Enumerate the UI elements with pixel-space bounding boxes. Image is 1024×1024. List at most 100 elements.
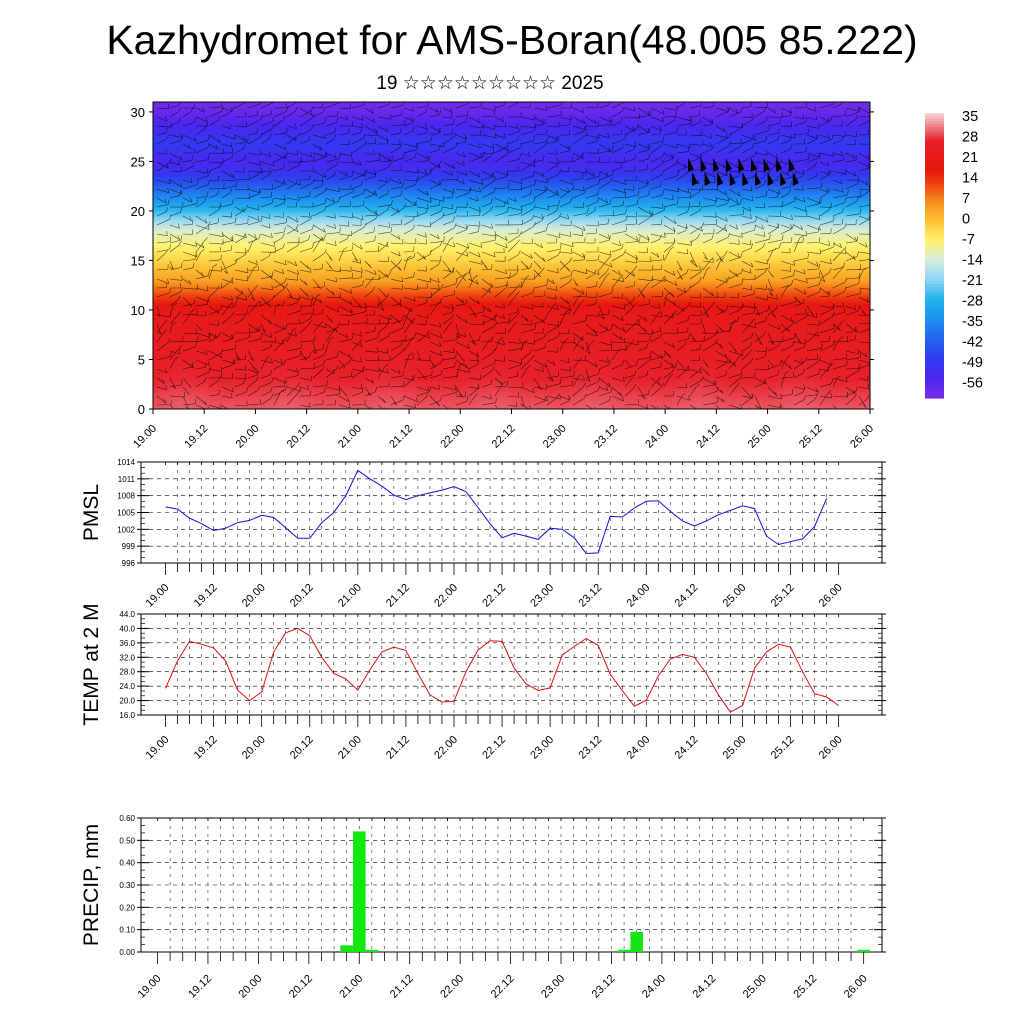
x-tick-label: 21.12: [384, 734, 412, 762]
colorbar-segment: [925, 341, 944, 345]
colorbar-segment: [925, 147, 944, 151]
colorbar-segment: [925, 363, 944, 368]
colorbar-segment: [925, 264, 944, 268]
y-tick-label: 0.10: [119, 926, 135, 935]
colorbar-segment: [925, 312, 944, 316]
x-tick-label: 26.00: [842, 973, 870, 1001]
y-axis-title: PRECIP, mm: [80, 824, 103, 946]
colorbar-segment: [925, 238, 944, 242]
wind-flag: [788, 158, 795, 172]
colorbar-segment: [925, 392, 944, 396]
chart-title: Kazhydromet for AMS-Boran(48.005 85.222): [106, 17, 918, 63]
x-tick-label: 26.00: [817, 734, 845, 762]
x-tick-label: 20.00: [240, 734, 268, 762]
x-tick-label: 22.00: [438, 423, 466, 451]
colorbar-segment: [925, 298, 944, 302]
wind-flag: [755, 172, 761, 186]
colorbar-segment: [925, 138, 944, 143]
colorbar-segment: [925, 232, 944, 237]
x-tick-label: 20.00: [234, 423, 262, 451]
colorbar-label: -35: [962, 314, 983, 330]
x-tick-label: 23.12: [576, 582, 604, 610]
y-tick-label: 20.0: [119, 697, 135, 706]
colorbar-segment: [925, 375, 944, 379]
colorbar-segment: [925, 278, 944, 282]
x-tick-label: 25.12: [769, 734, 797, 762]
colorbar-segment: [925, 113, 944, 117]
wind-flag: [751, 158, 757, 172]
temperature-colorbar: 35 28 21 14 7 0 -7 -14 -21 -28 -35 -42 -49 -56: [925, 109, 983, 399]
y-tick-label: 15: [131, 253, 145, 268]
precip-bar: [617, 949, 631, 952]
x-tick-label: 20.12: [288, 582, 316, 610]
colorbar-segment: [925, 141, 944, 145]
y-tick-label: 20: [131, 204, 145, 219]
colorbar-segment: [925, 292, 944, 296]
y-tick-label: 36.0: [119, 639, 135, 648]
colorbar-segment: [925, 258, 944, 262]
x-tick-label: 24.12: [691, 973, 719, 1001]
x-tick-label: 22.00: [432, 734, 460, 762]
colorbar-segment: [925, 144, 944, 148]
colorbar-segment: [925, 187, 944, 191]
y-tick-label: 32.0: [119, 653, 135, 662]
colorbar-segment: [925, 366, 944, 371]
colorbar-segment: [925, 246, 944, 251]
x-tick-label: 25.00: [746, 423, 774, 451]
colorbar-segment: [925, 326, 944, 331]
y-tick-label: 1011: [118, 475, 136, 484]
wind-flag: [704, 172, 711, 186]
x-tick-label: 25.00: [721, 734, 749, 762]
colorbar-segment: [925, 378, 944, 382]
colorbar-segment: [925, 227, 944, 231]
colorbar-segment: [925, 178, 944, 182]
colorbar-segment: [925, 318, 944, 322]
x-tick-label: 21.12: [384, 582, 412, 610]
x-tick-label: 24.12: [673, 734, 701, 762]
colorbar-segment: [925, 181, 944, 185]
x-tick-label: 24.00: [643, 423, 671, 451]
x-tick-label: 22.00: [438, 973, 466, 1001]
colorbar-label: 14: [962, 171, 978, 187]
plot-frame: [140, 613, 883, 716]
colorbar-segment: [925, 383, 944, 388]
y-tick-label: 44.0: [119, 610, 135, 619]
colorbar-segment: [925, 343, 944, 348]
wind-flag: [700, 158, 707, 172]
y-tick-label: 0: [138, 402, 145, 417]
colorbar-segment: [925, 207, 944, 211]
colorbar-segment: [925, 152, 944, 157]
colorbar-segment: [925, 229, 944, 234]
colorbar-segment: [925, 167, 944, 171]
colorbar-segment: [925, 164, 944, 168]
y-tick-label: 0.60: [119, 814, 135, 823]
x-tick-label: 22.00: [432, 582, 460, 610]
colorbar-segment: [925, 281, 944, 285]
colorbar-segment: [925, 218, 944, 222]
y-tick-label: 5: [138, 352, 145, 367]
colorbar-segment: [925, 338, 944, 342]
precip-bar: [630, 931, 643, 952]
colorbar-segment: [925, 306, 944, 311]
colorbar-label: -56: [962, 376, 983, 392]
colorbar-segment: [925, 395, 944, 399]
wind-flag: [688, 158, 694, 172]
y-tick-label: 1014: [117, 458, 135, 467]
colorbar-segment: [925, 352, 944, 356]
x-tick-label: 19.00: [144, 582, 172, 610]
colorbar-segment: [925, 266, 944, 271]
colorbar-segment: [925, 272, 944, 277]
x-tick-label: 24.00: [624, 582, 652, 610]
y-tick-label: 0.00: [119, 948, 135, 957]
colorbar-segment: [925, 130, 944, 134]
temp-line: [165, 627, 839, 713]
x-tick-label: 22.12: [480, 582, 508, 610]
x-tick-label: 22.12: [489, 973, 517, 1001]
x-tick-label: 20.00: [240, 582, 268, 610]
x-tick-label: 20.12: [285, 423, 313, 451]
colorbar-segment: [925, 309, 944, 314]
wind-flag: [767, 172, 774, 186]
colorbar-segment: [925, 284, 944, 288]
colorbar-label: 7: [962, 191, 970, 207]
colorbar-label: 0: [962, 212, 970, 228]
